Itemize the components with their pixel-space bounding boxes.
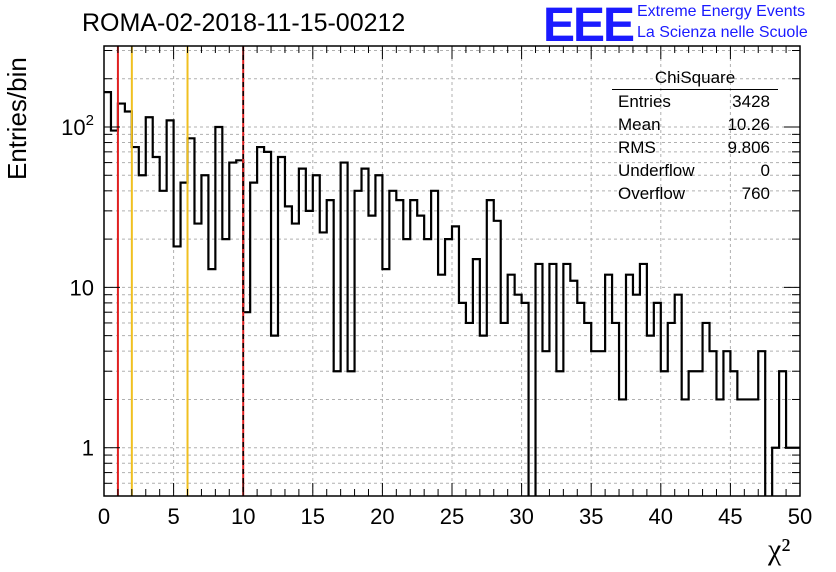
logo-line-2: La Scienza nelle Scuole [637,24,808,41]
y-tick-label: 1 [82,436,94,461]
stats-value: 9.806 [727,138,770,157]
logo-line-1: Extreme Energy Events [637,3,806,20]
x-tick-label: 5 [167,504,179,529]
y-axis-label: Entries/bin [2,57,32,180]
histogram-series [104,91,800,496]
stats-row: Underflow 0 [612,161,778,184]
stats-row: Entries 3428 [612,92,778,115]
x-tick-label: 10 [231,504,255,529]
stats-label: Entries [618,92,671,111]
stats-row: Overflow 760 [612,184,778,207]
stats-title: ChiSquare [612,68,778,90]
x-tick-label: 20 [370,504,394,529]
x-tick-label: 50 [788,504,812,529]
stats-row: Mean 10.26 [612,115,778,138]
y-axis-label-wrap: Entries/bin [0,57,54,180]
stats-label: RMS [618,138,656,157]
x-tick-label: 45 [718,504,742,529]
y-tick-label: 102 [61,112,94,140]
x-tick-label: 15 [301,504,325,529]
stats-label: Mean [618,115,661,134]
stats-value: 10.26 [727,115,770,134]
eee-logo: EEE [543,0,635,52]
stats-label: Overflow [618,184,686,203]
x-tick-label: 25 [440,504,464,529]
stats-label: Underflow [618,161,695,180]
stats-value: 3428 [732,92,770,111]
x-tick-label: 30 [509,504,533,529]
x-tick-label: 40 [649,504,673,529]
stats-value: 0 [760,161,770,180]
x-axis-label: χ² [768,533,791,566]
stats-row: RMS 9.806 [612,138,778,161]
plot-title: ROMA-02-2018-11-15-00212 [82,9,406,37]
stats-value: 760 [741,184,770,203]
y-tick-label: 10 [70,275,94,300]
stats-box: ChiSquare Entries 3428 Mean 10.26 RMS 9.… [612,68,778,207]
x-tick-label: 35 [579,504,603,529]
x-tick-label: 0 [98,504,110,529]
